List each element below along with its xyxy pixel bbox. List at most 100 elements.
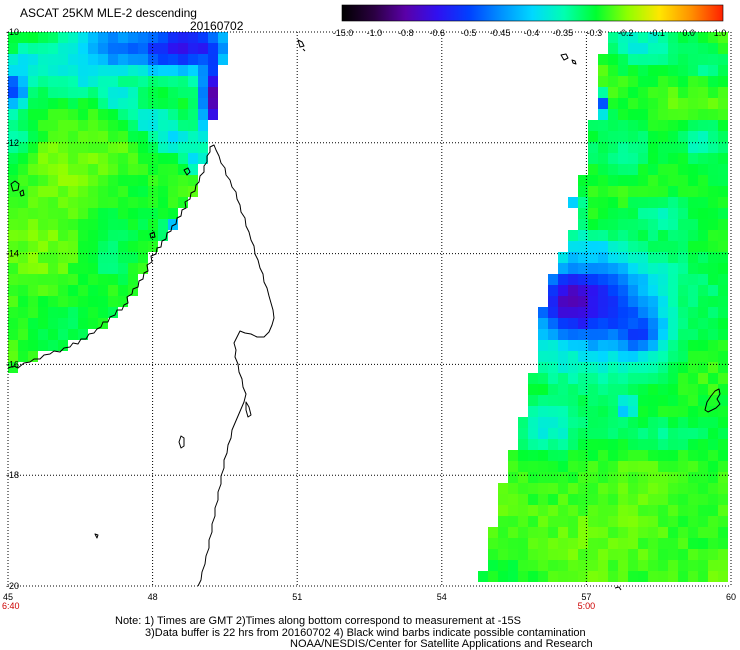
swath-cell	[48, 329, 58, 340]
swath-cell	[28, 109, 38, 120]
swath-cell	[678, 230, 688, 241]
swath-cell	[108, 120, 118, 131]
longitude-label: 60	[726, 592, 736, 602]
swath-cell	[708, 153, 718, 164]
swath-cell	[598, 153, 608, 164]
swath-cell	[588, 516, 598, 527]
swath-cell	[608, 516, 618, 527]
swath-cell	[688, 560, 698, 571]
swath-cell	[178, 197, 188, 208]
swath-cell	[578, 439, 588, 450]
swath-cell	[98, 76, 108, 87]
swath-cell	[38, 241, 48, 252]
swath-cell	[88, 142, 98, 153]
swath-cell	[138, 164, 148, 175]
swath-cell	[58, 208, 68, 219]
longitude-label: 45	[3, 592, 13, 602]
swath-cell	[668, 65, 678, 76]
swath-cell	[618, 76, 628, 87]
swath-cell	[708, 384, 718, 395]
swath-cell	[618, 384, 628, 395]
swath-cell	[718, 340, 728, 351]
swath-cell	[618, 120, 628, 131]
swath-cell	[588, 527, 598, 538]
swath-cell	[658, 329, 668, 340]
swath-cell	[688, 164, 698, 175]
swath-cell	[658, 483, 668, 494]
swath-cell	[8, 230, 18, 241]
swath-cell	[538, 318, 548, 329]
swath-cell	[88, 32, 98, 43]
swath-cell	[18, 54, 28, 65]
swath-cell	[548, 527, 558, 538]
swath-cell	[28, 54, 38, 65]
swath-cell	[58, 318, 68, 329]
swath-cell	[38, 252, 48, 263]
swath-cell	[638, 164, 648, 175]
swath-cell	[648, 362, 658, 373]
swath-cell	[8, 318, 18, 329]
swath-cell	[18, 98, 28, 109]
swath-cell	[58, 76, 68, 87]
swath-cell	[88, 131, 98, 142]
swath-cell	[608, 549, 618, 560]
swath-cell	[718, 472, 728, 483]
swath-cell	[658, 296, 668, 307]
swath-cell	[718, 43, 728, 54]
swath-cell	[598, 65, 608, 76]
swath-cell	[698, 329, 708, 340]
swath-cell	[28, 340, 38, 351]
swath-cell	[578, 274, 588, 285]
swath-cell	[688, 142, 698, 153]
swath-cell	[178, 175, 188, 186]
swath-cell	[678, 417, 688, 428]
swath-cell	[88, 98, 98, 109]
swath-cell	[638, 549, 648, 560]
swath-cell	[38, 318, 48, 329]
swath-cell	[58, 153, 68, 164]
swath-cell	[38, 131, 48, 142]
swath-cell	[658, 318, 668, 329]
swath-cell	[648, 76, 658, 87]
swath-cell	[628, 384, 638, 395]
swath-cell	[78, 98, 88, 109]
swath-cell	[608, 340, 618, 351]
swath-cell	[8, 153, 18, 164]
swath-cell	[668, 494, 678, 505]
swath-cell	[588, 417, 598, 428]
swath-cell	[18, 307, 28, 318]
swath-cell	[648, 274, 658, 285]
swath-cell	[708, 428, 718, 439]
swath-cell	[688, 230, 698, 241]
swath-cell	[8, 197, 18, 208]
swath-cell	[148, 109, 158, 120]
swath-cell	[138, 230, 148, 241]
swath-cell	[608, 65, 618, 76]
swath-cell	[538, 483, 548, 494]
swath-cell	[598, 318, 608, 329]
swath-cell	[678, 263, 688, 274]
swath-cell	[638, 461, 648, 472]
swath-cell	[668, 483, 678, 494]
swath-cell	[48, 230, 58, 241]
swath-cell	[708, 65, 718, 76]
swath-cell	[158, 87, 168, 98]
swath-cell	[678, 351, 688, 362]
swath-cell	[628, 219, 638, 230]
swath-cell	[128, 219, 138, 230]
swath-cell	[58, 87, 68, 98]
swath-cell	[48, 32, 58, 43]
swath-cell	[638, 263, 648, 274]
swath-cell	[618, 362, 628, 373]
swath-cell	[148, 98, 158, 109]
swath-cell	[48, 197, 58, 208]
swath-cell	[718, 142, 728, 153]
swath-cell	[58, 285, 68, 296]
swath-cell	[598, 516, 608, 527]
swath-cell	[538, 527, 548, 538]
swath-cell	[78, 131, 88, 142]
latitude-label: -10	[6, 27, 19, 37]
swath-cell	[48, 318, 58, 329]
swath-cell	[68, 318, 78, 329]
swath-cell	[628, 494, 638, 505]
